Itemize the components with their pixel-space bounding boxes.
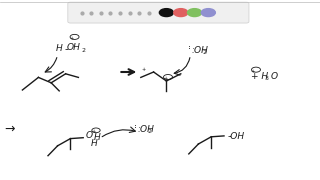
Text: O: O — [271, 72, 278, 81]
Circle shape — [159, 9, 173, 17]
Text: +: + — [164, 76, 168, 81]
Text: H: H — [56, 44, 63, 53]
Text: +: + — [70, 36, 74, 41]
Circle shape — [201, 9, 215, 17]
Text: 2: 2 — [202, 50, 206, 55]
Text: ·: · — [133, 121, 137, 131]
Text: +: + — [142, 67, 146, 72]
Text: +: + — [251, 69, 255, 74]
Text: H: H — [91, 139, 98, 148]
Text: +: + — [92, 129, 95, 134]
Text: 2: 2 — [148, 129, 152, 134]
Text: 3: 3 — [265, 76, 269, 81]
FancyBboxPatch shape — [68, 2, 249, 23]
Text: →: → — [4, 123, 15, 136]
Text: ·: · — [188, 44, 191, 54]
Text: O: O — [85, 131, 92, 140]
Text: OH: OH — [66, 43, 80, 52]
Text: ·: · — [133, 123, 137, 133]
Circle shape — [188, 9, 202, 17]
Text: H: H — [94, 133, 101, 142]
Circle shape — [174, 9, 188, 17]
Text: :OH: :OH — [192, 46, 209, 55]
Text: -OH: -OH — [228, 132, 245, 141]
Text: 2: 2 — [82, 48, 86, 53]
Text: -: - — [64, 44, 68, 54]
Text: ·: · — [188, 42, 191, 52]
Text: :OH: :OH — [138, 125, 155, 134]
Text: + H: + H — [251, 72, 268, 81]
